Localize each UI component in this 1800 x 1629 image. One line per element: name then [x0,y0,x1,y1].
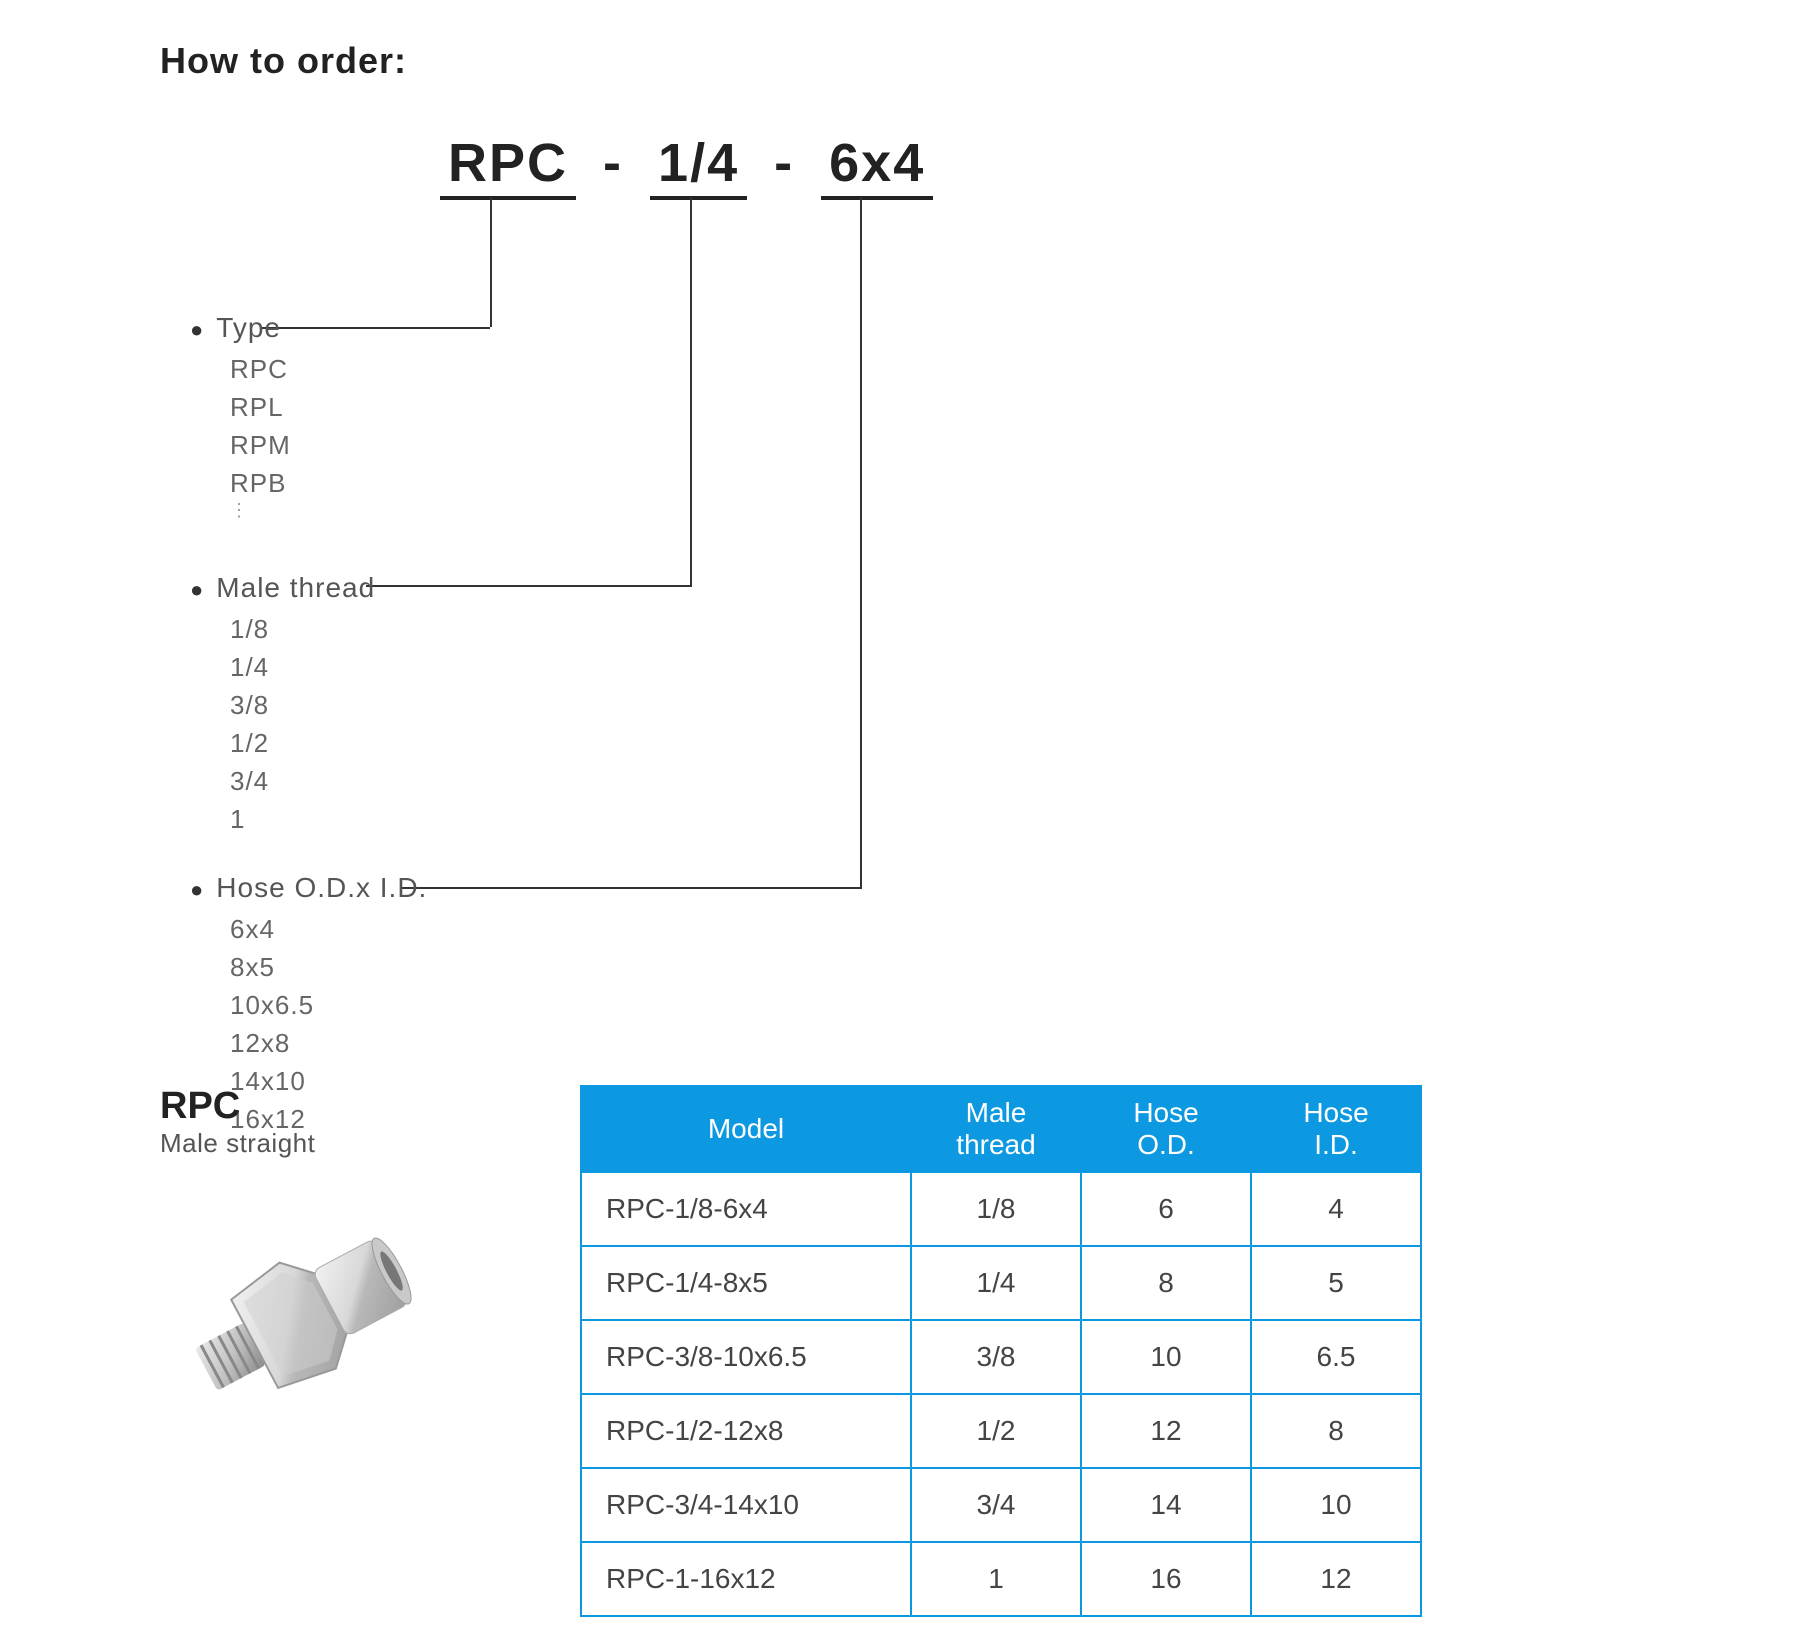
group-type: Type RPC RPL RPM RPB ⋮ [190,312,291,518]
table-row: RPC-1/8-6x41/864 [581,1172,1421,1246]
cell-hose-id: 10 [1251,1468,1421,1542]
table-row: RPC-1/4-8x51/485 [581,1246,1421,1320]
group-item: 6x4 [230,910,427,948]
group-item: RPM [230,426,291,464]
cell-thread: 1/4 [911,1246,1081,1320]
leader-line [260,327,490,329]
col-hose-od: HoseO.D. [1081,1086,1251,1172]
col-thread: Malethread [911,1086,1081,1172]
order-sep: - [764,133,804,193]
group-item: 3/4 [230,762,375,800]
group-item: RPC [230,350,291,388]
group-item: 3/8 [230,686,375,724]
cell-hose-od: 12 [1081,1394,1251,1468]
col-hose-id: HoseI.D. [1251,1086,1421,1172]
table-header-row: Model Malethread HoseO.D. HoseI.D. [581,1086,1421,1172]
group-thread: Male thread 1/8 1/4 3/8 1/2 3/4 1 [190,572,375,838]
group-item: 10x6.5 [230,986,427,1024]
spec-table: Model Malethread HoseO.D. HoseI.D. RPC-1… [580,1085,1422,1617]
table-row: RPC-3/8-10x6.53/8106.5 [581,1320,1421,1394]
leader-line [366,585,692,587]
cell-thread: 3/4 [911,1468,1081,1542]
group-item: 1/4 [230,648,375,686]
cell-hose-od: 8 [1081,1246,1251,1320]
group-item: RPB [230,464,291,502]
group-item: 8x5 [230,948,427,986]
page-title: How to order: [160,40,1640,82]
cell-thread: 1/8 [911,1172,1081,1246]
product-image [140,1175,440,1475]
group-title-hose: Hose O.D.x I.D. [190,872,427,904]
cell-hose-od: 10 [1081,1320,1251,1394]
leader-line [490,197,492,327]
order-seg-thread: 1/4 [650,132,747,200]
table-row: RPC-1-16x1211612 [581,1542,1421,1616]
product-name: RPC [160,1085,315,1128]
cell-hose-id: 8 [1251,1394,1421,1468]
cell-model: RPC-1/4-8x5 [581,1246,911,1320]
cell-hose-id: 5 [1251,1246,1421,1320]
cell-hose-od: 16 [1081,1542,1251,1616]
group-title-type: Type [190,312,291,344]
ellipsis-icon: ⋮ [230,502,291,518]
product-label: RPC Male straight [160,1085,315,1159]
ordering-diagram: RPC - 1/4 - 6x4 Type RPC RPL RPM RPB ⋮ [160,122,1640,1002]
cell-model: RPC-3/4-14x10 [581,1468,911,1542]
cell-thread: 1 [911,1542,1081,1616]
cell-model: RPC-3/8-10x6.5 [581,1320,911,1394]
order-seg-type: RPC [440,132,576,200]
table-row: RPC-1/2-12x81/2128 [581,1394,1421,1468]
order-code: RPC - 1/4 - 6x4 [440,132,933,200]
group-item: 1 [230,800,375,838]
product-subtitle: Male straight [160,1128,315,1159]
col-model: Model [581,1086,911,1172]
group-item: 1/8 [230,610,375,648]
group-item: 1/2 [230,724,375,762]
order-sep: - [593,133,633,193]
leader-line [400,887,862,889]
group-item: 12x8 [230,1024,427,1062]
leader-line [860,197,862,887]
cell-model: RPC-1/8-6x4 [581,1172,911,1246]
cell-model: RPC-1-16x12 [581,1542,911,1616]
table-row: RPC-3/4-14x103/41410 [581,1468,1421,1542]
group-title-thread: Male thread [190,572,375,604]
group-item: RPL [230,388,291,426]
cell-hose-od: 14 [1081,1468,1251,1542]
cell-thread: 3/8 [911,1320,1081,1394]
cell-hose-od: 6 [1081,1172,1251,1246]
order-seg-hose: 6x4 [821,132,933,200]
cell-model: RPC-1/2-12x8 [581,1394,911,1468]
cell-hose-id: 12 [1251,1542,1421,1616]
cell-thread: 1/2 [911,1394,1081,1468]
leader-line [690,197,692,585]
cell-hose-id: 6.5 [1251,1320,1421,1394]
cell-hose-id: 4 [1251,1172,1421,1246]
